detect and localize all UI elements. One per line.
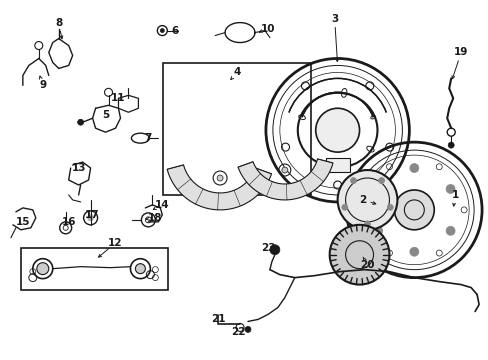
Circle shape <box>217 175 223 181</box>
Text: 11: 11 <box>111 93 125 103</box>
Circle shape <box>447 142 453 148</box>
Text: 5: 5 <box>102 110 109 120</box>
Circle shape <box>269 245 279 255</box>
Bar <box>21 248 168 289</box>
Circle shape <box>394 190 433 230</box>
Polygon shape <box>238 159 332 200</box>
Circle shape <box>337 170 397 230</box>
Text: 7: 7 <box>144 133 152 143</box>
Circle shape <box>378 177 384 184</box>
Circle shape <box>329 225 388 285</box>
Circle shape <box>364 221 370 227</box>
Text: 17: 17 <box>85 210 100 220</box>
Text: 9: 9 <box>39 80 46 90</box>
Circle shape <box>409 247 418 256</box>
Circle shape <box>315 108 359 152</box>
Circle shape <box>281 167 287 173</box>
Text: 2: 2 <box>358 195 366 205</box>
Polygon shape <box>167 165 271 210</box>
Text: 8: 8 <box>55 18 62 28</box>
Text: 16: 16 <box>61 217 76 227</box>
Circle shape <box>350 177 356 184</box>
Circle shape <box>409 163 418 172</box>
Text: 1: 1 <box>450 190 458 200</box>
Circle shape <box>87 215 93 221</box>
Text: 13: 13 <box>71 163 86 173</box>
Text: 3: 3 <box>330 14 338 24</box>
Circle shape <box>37 263 49 275</box>
Text: 23: 23 <box>260 243 275 253</box>
Circle shape <box>341 204 347 210</box>
Circle shape <box>373 226 382 235</box>
Text: 18: 18 <box>148 213 163 223</box>
Circle shape <box>373 184 382 193</box>
Circle shape <box>445 184 454 193</box>
Text: 21: 21 <box>210 314 225 324</box>
Text: 19: 19 <box>453 48 468 58</box>
Circle shape <box>135 264 145 274</box>
Circle shape <box>160 28 164 32</box>
Text: 22: 22 <box>230 327 245 337</box>
Text: 4: 4 <box>233 67 240 77</box>
Text: 14: 14 <box>155 200 169 210</box>
Text: 15: 15 <box>16 217 30 227</box>
Circle shape <box>386 204 392 210</box>
Text: 12: 12 <box>108 238 122 248</box>
Circle shape <box>445 226 454 235</box>
Bar <box>325 158 349 172</box>
Bar <box>163 63 310 195</box>
Circle shape <box>78 119 83 125</box>
Text: 6: 6 <box>171 26 179 36</box>
Text: 20: 20 <box>360 260 374 270</box>
Circle shape <box>244 327 250 332</box>
Text: 10: 10 <box>260 24 275 33</box>
